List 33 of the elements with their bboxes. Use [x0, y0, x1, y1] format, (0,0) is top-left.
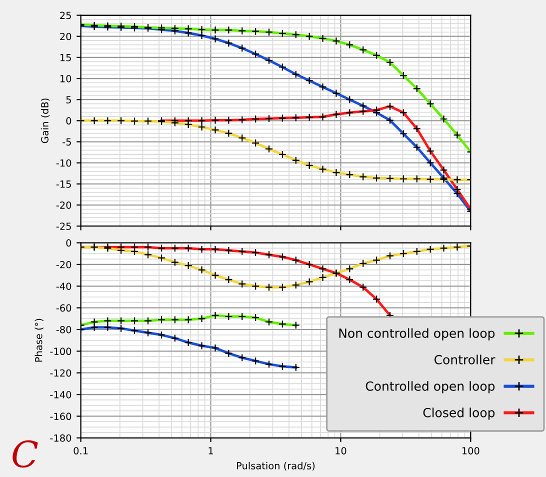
- y-tick-label: 20: [60, 32, 72, 40]
- y-tick-label: -10: [56, 159, 72, 167]
- y-tick-label: 15: [60, 54, 71, 62]
- y-tick-label: -40: [56, 282, 72, 290]
- y-tick-label: 25: [60, 12, 71, 20]
- x-axis-title: Pulsation (rad/s): [237, 462, 315, 471]
- legend-label: Non controlled open loop: [339, 328, 495, 340]
- y-tick-label: 5: [66, 96, 71, 104]
- y-tick-label: 10: [60, 74, 72, 82]
- x-tick-label: 10: [336, 447, 346, 454]
- y-tick-label: -180: [50, 434, 72, 442]
- x-tick-label: 0.1: [74, 447, 88, 454]
- x-tick-label: 100: [462, 447, 480, 454]
- y-tick-label: -20: [56, 260, 72, 268]
- y-tick-label: -60: [56, 304, 72, 312]
- y-tick-label: 0: [66, 117, 72, 125]
- y-tick-label: -100: [50, 348, 72, 356]
- y-tick-label: -5: [62, 138, 71, 146]
- y-axis-title: Gain (dB): [40, 98, 50, 144]
- legend-label: Controlled open loop: [366, 381, 495, 394]
- y-tick-label: 0: [66, 239, 72, 247]
- legend-label: Closed loop: [423, 408, 495, 420]
- y-tick-label: -140: [50, 391, 72, 398]
- y-axis-title: Phase (°): [34, 318, 44, 362]
- y-tick-label: -15: [56, 180, 71, 188]
- y-tick-label: -160: [50, 412, 72, 420]
- text: C: [12, 440, 38, 468]
- x-tick-label: 1: [208, 447, 213, 454]
- y-tick-label: -120: [50, 369, 72, 377]
- y-tick-label: -20: [56, 201, 72, 209]
- y-tick-label: -80: [56, 326, 72, 334]
- legend-label: Controller: [434, 354, 496, 364]
- y-tick-label: -25: [56, 222, 71, 230]
